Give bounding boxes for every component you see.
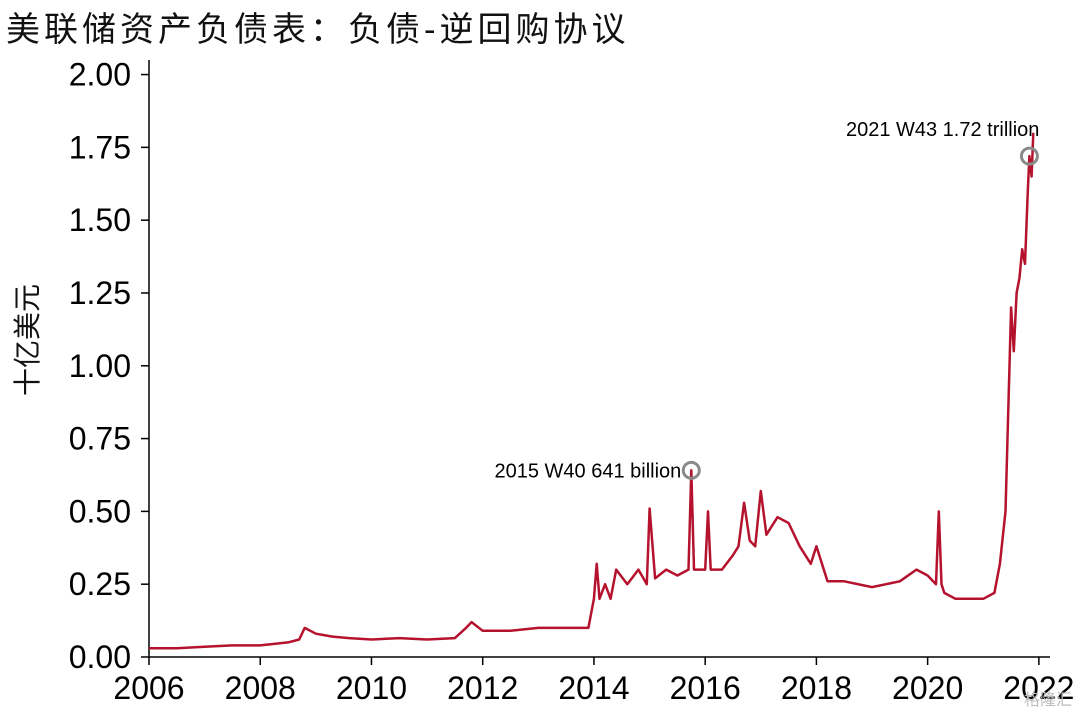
y-tick-label: 1.25 [69, 275, 131, 311]
annotation-marker [681, 460, 701, 480]
y-tick-label: 1.50 [69, 202, 131, 238]
x-tick-label: 2006 [113, 670, 184, 706]
x-tick-label: 2022 [1003, 670, 1074, 706]
y-tick-label: 1.75 [69, 129, 131, 165]
x-tick-label: 2008 [225, 670, 296, 706]
annotation-label: 2021 W43 1.72 trillion [846, 119, 1039, 141]
y-tick-label: 0.25 [69, 566, 131, 602]
chart-title: 美联储资产负债表：负债-逆回购协议 [6, 10, 630, 50]
x-tick-label: 2018 [781, 670, 852, 706]
series-line [149, 132, 1035, 650]
annotation-label: 2015 W40 641 billion [494, 460, 681, 482]
y-tick-label: 0.50 [69, 493, 131, 529]
x-tick-label: 2020 [892, 670, 963, 706]
chart-axes: 0.00 0.25 0.50 0.75 1.00 1.25 1.50 1.75 2.00 2006… [69, 57, 1075, 706]
x-tick-label: 2010 [336, 670, 407, 706]
watermark: 格隆汇 [1023, 690, 1072, 709]
y-tick-label: 1.00 [69, 348, 131, 384]
x-tick-label: 2016 [670, 670, 741, 706]
x-tick-label: 2014 [558, 670, 629, 706]
annotation-marker [1019, 146, 1039, 166]
y-tick-label: 0.75 [69, 421, 131, 457]
y-tick-label: 0.00 [69, 639, 131, 675]
series-layer [149, 132, 1035, 650]
annotation-layer: 2015 W40 641 billion 2021 W43 1.72 trilli… [494, 119, 1039, 482]
y-tick-label: 2.00 [69, 57, 131, 93]
x-tick-label: 2012 [447, 670, 518, 706]
